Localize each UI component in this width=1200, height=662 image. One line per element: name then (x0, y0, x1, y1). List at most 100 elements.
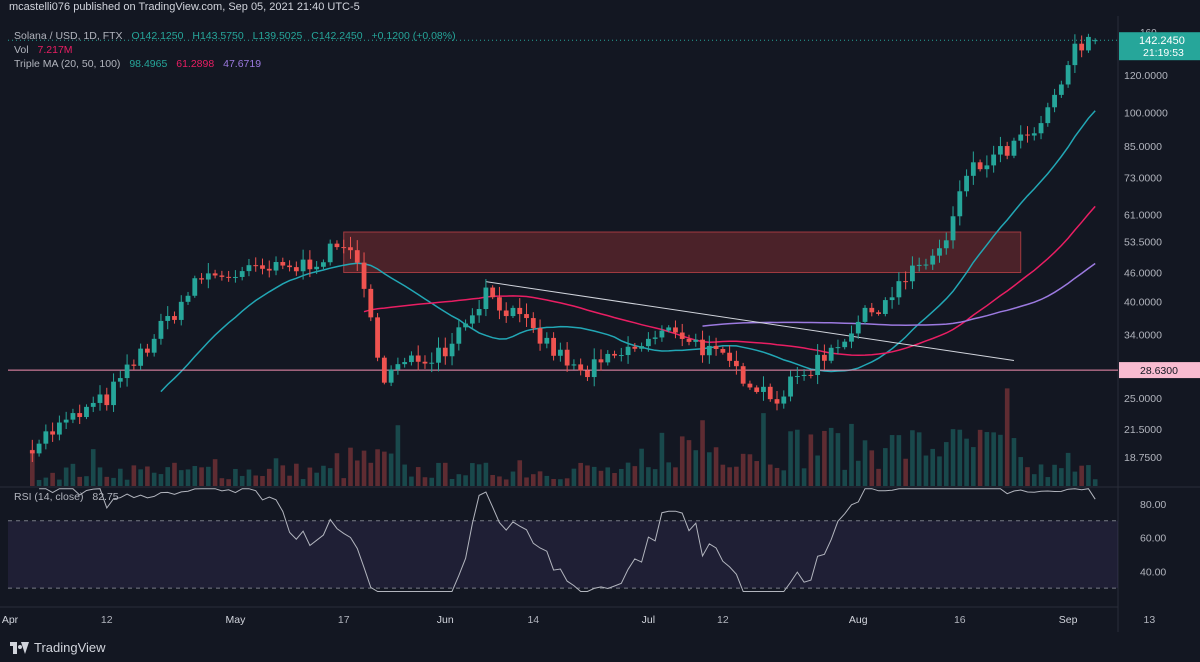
volume-bar (138, 469, 143, 486)
candle-body (145, 348, 150, 353)
time-tick-label: 14 (527, 614, 539, 626)
ma100-line[interactable] (702, 262, 1096, 327)
candle-body (720, 348, 726, 353)
candle-body (1045, 107, 1051, 124)
symbol-name[interactable]: Solana / USD, 1D, FTX (14, 30, 123, 42)
candle-body (56, 422, 62, 435)
volume-bar (199, 467, 204, 486)
candle-body (463, 323, 468, 328)
candle-body (984, 165, 990, 170)
candle-body (70, 413, 76, 420)
candle-body (84, 406, 89, 418)
candle-body (855, 321, 861, 334)
volume-bar (781, 470, 787, 486)
volume-bar (903, 458, 908, 486)
candle-body (578, 364, 584, 371)
volume-bar (957, 429, 963, 486)
volume-bar (300, 479, 306, 486)
volume-label[interactable]: Vol (14, 44, 29, 56)
price-tick-label: 40.0000 (1124, 296, 1162, 308)
rsi-tick-label: 80.00 (1140, 499, 1166, 511)
volume-bar (761, 413, 766, 486)
candle-body (666, 327, 672, 331)
rsi-label[interactable]: RSI (14, close) (14, 491, 84, 503)
volume-bar (192, 466, 198, 486)
volume-bar (910, 430, 915, 486)
ohlc-low: L139.5025 (252, 30, 303, 42)
candle-body (862, 307, 868, 322)
candle-body (524, 314, 529, 319)
trendline[interactable] (485, 281, 1015, 361)
volume-bar (889, 435, 895, 486)
volume-bar (1092, 479, 1098, 486)
volume-bar (124, 479, 130, 486)
chart-header: mcastelli076 published on TradingView.co… (0, 0, 1120, 14)
volume-bar (700, 420, 705, 486)
volume-bar (855, 460, 861, 486)
volume-bar (1004, 388, 1010, 486)
volume-bar (118, 468, 123, 486)
price-tick-label: 18.7500 (1124, 452, 1162, 464)
volume-bar (767, 464, 773, 486)
volume-bar (862, 440, 868, 486)
volume-bar (530, 474, 536, 486)
candle-body (612, 353, 617, 356)
ma50-value: 61.2898 (176, 58, 215, 70)
volume-bar (470, 463, 475, 486)
rsi-line[interactable] (39, 488, 1096, 592)
volume-bar (429, 477, 435, 486)
candle-body (469, 315, 475, 324)
candle-body (585, 370, 590, 378)
candle-body (1072, 43, 1078, 66)
volume-bar (131, 465, 137, 486)
candle-body (1052, 94, 1057, 108)
resistance-zone[interactable] (343, 231, 1022, 274)
volume-bar (415, 467, 421, 486)
volume-bar (490, 475, 495, 486)
candle-body (205, 273, 211, 280)
candle-body (456, 327, 462, 344)
volume-bar (388, 453, 394, 486)
candle-body (828, 347, 834, 361)
current-price-tag[interactable] (1119, 32, 1200, 61)
volume-bar (788, 431, 793, 486)
tradingview-brand[interactable]: TradingView (10, 640, 106, 655)
candle-body (876, 312, 881, 314)
candle-body (815, 354, 821, 376)
volume-bar (585, 465, 590, 486)
volume-bar (266, 468, 272, 486)
candle-body (497, 297, 502, 311)
volume-bar (591, 466, 597, 486)
candle-body (341, 247, 347, 249)
candle-body (673, 327, 678, 333)
candle-body (36, 443, 42, 454)
candle-body (63, 419, 69, 423)
volume-bar (456, 474, 462, 486)
volume-bar (727, 467, 732, 486)
candle-body (293, 267, 299, 272)
support-price-tag[interactable] (1119, 362, 1200, 379)
volume-bar (395, 425, 401, 486)
candle-body (1086, 36, 1091, 51)
candle-body (903, 281, 909, 283)
volume-bar (964, 438, 969, 486)
time-tick-label: 17 (338, 614, 350, 626)
candle-body (591, 359, 597, 378)
volume-bar (808, 434, 814, 486)
candle-body (151, 338, 157, 353)
ma-label[interactable]: Triple MA (20, 50, 100) (14, 58, 121, 70)
volume-bar (178, 470, 184, 486)
ma50-line[interactable] (363, 205, 1096, 357)
rsi-tick-label: 60.00 (1140, 533, 1166, 545)
volume-bar (30, 449, 35, 486)
volume-bar (625, 462, 631, 486)
candle-body (375, 317, 380, 358)
volume-bar (923, 455, 929, 486)
candle-body (158, 320, 164, 339)
volume-bar (828, 427, 834, 486)
candle-body (659, 330, 665, 338)
candle-body (767, 386, 773, 400)
volume-bar (686, 440, 692, 486)
